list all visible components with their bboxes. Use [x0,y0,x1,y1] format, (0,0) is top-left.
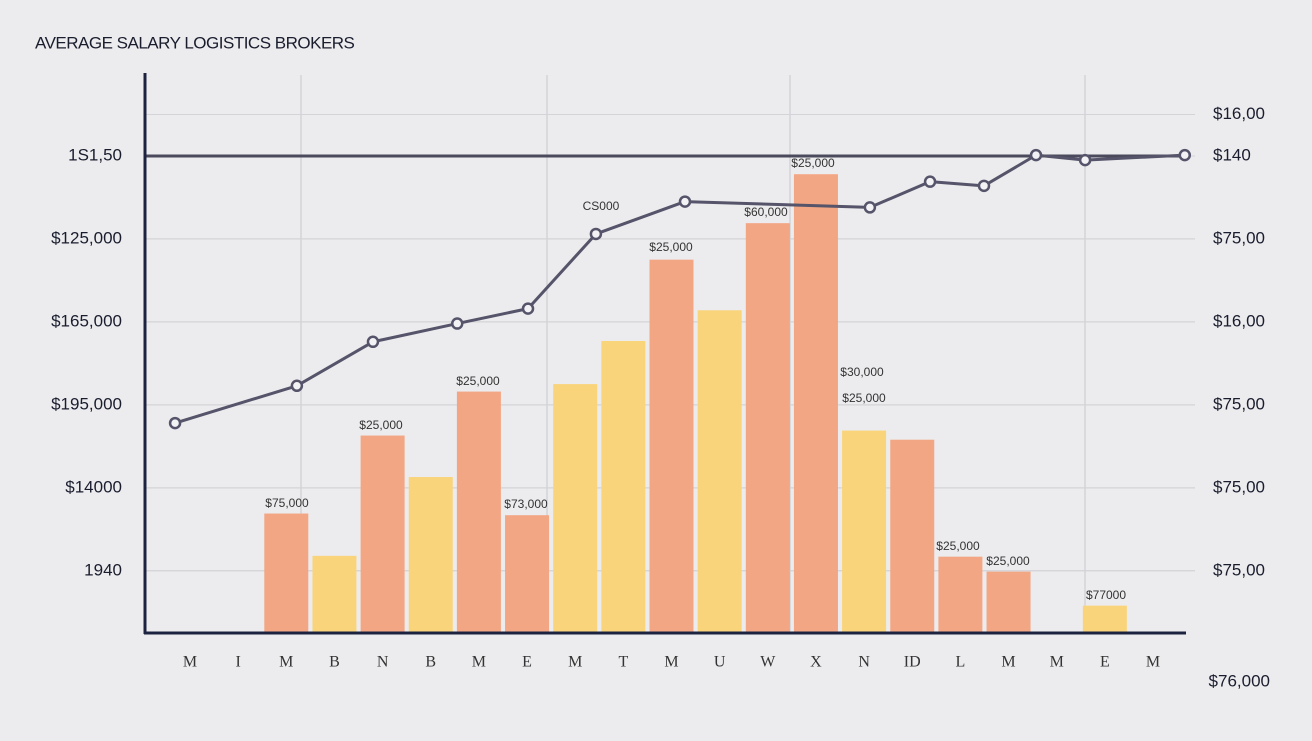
line-marker [450,317,464,330]
annotation: $60,000 [744,205,788,219]
y2-tick-label: $75,00 [1213,228,1265,247]
labels: 1940 $14000 $195,000 $165,000 $125,000 1S1,50… [51,104,1265,671]
annotation: $30,000 [840,365,884,379]
y2-tick-label: $75,00 [1213,560,1265,579]
bar [264,513,309,633]
bar [456,391,501,633]
annotation: $73,000 [504,497,548,511]
line-marker [290,379,304,393]
line-marker [521,302,535,315]
y2-tick-label: $75,00 [1213,394,1265,413]
annotation: $25,000 [791,156,835,170]
line-marker [1178,148,1192,162]
x-tick-label: N [377,654,389,671]
line-marker [1078,153,1092,167]
annotation: $25,000 [936,539,980,553]
bar [986,571,1031,633]
annotation: $75,000 [265,496,309,510]
annotation: CS000 [583,199,620,213]
x-tick-label: U [714,654,726,671]
y-tick-label: 1S1,50 [68,145,122,164]
annotation: $25,000 [986,554,1030,568]
bar [793,174,838,633]
line-marker [678,195,692,208]
bar [601,340,646,633]
bar [745,223,790,633]
line-marker [1029,148,1043,162]
x-tick-label: I [235,654,240,671]
bar [553,384,598,633]
x-tick-label: M [1050,654,1064,671]
bar [697,310,742,633]
annotation: $25,000 [842,391,886,405]
line-marker [366,335,380,349]
y-tick-label: $195,000 [51,394,122,413]
bar [890,439,935,633]
annotation: $25,000 [649,240,693,254]
x-tick-label: ID [904,654,921,671]
y-tick-label: $165,000 [51,311,122,330]
x-tick-label: E [522,654,532,671]
x-tick-label: M [664,654,678,671]
y2-tick-label: $16,00 [1213,104,1265,123]
annotation: $25,000 [359,418,403,432]
line-marker [863,201,877,214]
line-marker [977,179,991,193]
x-tick-label: N [858,654,870,671]
line-marker [589,227,603,241]
bar [408,477,453,633]
bar [360,435,405,633]
bar [842,430,887,633]
x-tick-label: M [1146,654,1160,671]
footnote: $76,000 [1209,671,1270,690]
bar [938,556,983,633]
y-tick-label: $125,000 [51,228,122,247]
x-tick-label: W [760,654,776,671]
x-tick-label: M [279,654,293,671]
y-tick-label: $14000 [65,477,122,496]
x-tick-label: X [810,654,822,671]
bar [312,555,357,633]
x-tick-label: B [425,654,436,671]
bar [649,259,694,633]
line-marker [923,175,937,188]
x-tick-label: L [956,654,966,671]
y2-tick-label: $16,00 [1213,311,1265,330]
line-marker [168,416,182,430]
x-tick-label: M [568,654,582,671]
bar [505,515,550,633]
x-tick-label: E [1100,654,1110,671]
x-tick-label: B [329,654,340,671]
chart-title: AVERAGE SALARY LOGISTICS BROKERS [35,33,355,52]
annotation: $25,000 [456,374,500,388]
y2-tick-label: $75,00 [1213,477,1265,496]
y-tick-label: 1940 [84,560,122,579]
y2-tick-label: $140 [1213,145,1251,164]
bar [1082,605,1127,633]
x-tick-label: T [618,654,628,671]
bars [264,174,1127,633]
x-tick-label: M [1001,654,1015,671]
lines [145,148,1192,430]
annotation: $77000 [1086,588,1126,602]
x-tick-label: M [183,654,197,671]
x-tick-label: M [472,654,486,671]
